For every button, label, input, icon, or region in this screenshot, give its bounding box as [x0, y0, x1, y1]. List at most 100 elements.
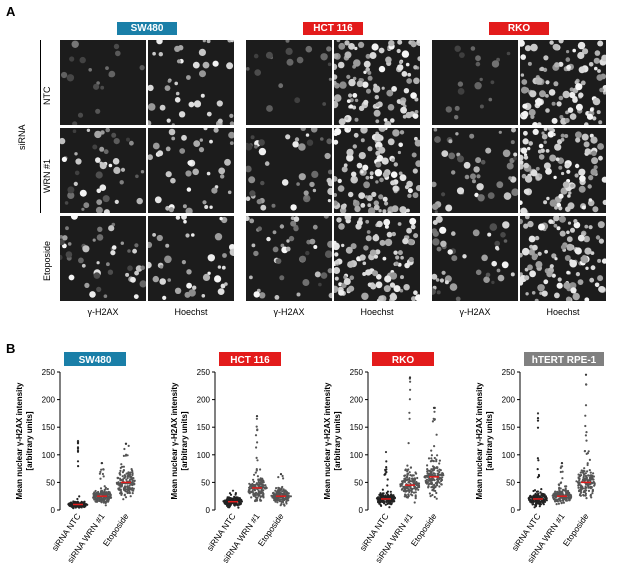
- nucleus: [567, 194, 571, 198]
- nucleus: [99, 184, 107, 191]
- nucleus: [201, 294, 206, 298]
- nucleus: [166, 118, 171, 123]
- nucleus: [334, 53, 339, 59]
- nucleus: [415, 160, 420, 167]
- data-point: [534, 505, 537, 508]
- data-point: [93, 491, 96, 494]
- nucleus: [378, 194, 384, 200]
- nucleus: [159, 278, 166, 285]
- data-point: [76, 439, 80, 443]
- nucleus: [378, 65, 386, 73]
- nucleus: [103, 149, 109, 155]
- nucleus: [500, 232, 506, 238]
- data-point: [258, 484, 261, 487]
- nucleus: [83, 202, 90, 209]
- data-point: [95, 491, 98, 495]
- data-point: [256, 475, 259, 478]
- nucleus: [217, 288, 225, 295]
- data-point: [436, 484, 439, 487]
- nucleus: [502, 149, 511, 158]
- nucleus: [93, 83, 100, 90]
- data-point: [414, 491, 417, 494]
- nucleus: [554, 292, 560, 299]
- data-point: [431, 420, 434, 423]
- nucleus: [258, 147, 267, 156]
- data-point: [100, 468, 103, 471]
- nucleus: [400, 275, 404, 280]
- data-point: [438, 459, 441, 462]
- data-point: [589, 493, 592, 496]
- data-point: [559, 490, 562, 493]
- nucleus: [65, 251, 73, 258]
- data-point: [381, 495, 384, 498]
- data-point: [272, 492, 276, 495]
- data-point: [404, 493, 407, 496]
- nucleus: [530, 43, 538, 52]
- data-point: [592, 472, 595, 475]
- nucleus: [436, 290, 441, 295]
- nucleus: [539, 291, 543, 295]
- nucleus: [549, 199, 557, 207]
- nucleus: [590, 265, 596, 271]
- data-point: [261, 480, 264, 483]
- nucleus: [246, 216, 250, 221]
- data-point: [384, 503, 387, 506]
- nucleus: [374, 133, 382, 142]
- nucleus: [64, 201, 69, 205]
- nucleus: [520, 207, 528, 213]
- nucleus: [369, 52, 377, 59]
- nucleus: [260, 180, 265, 186]
- nucleus: [522, 103, 528, 109]
- nucleus: [560, 244, 566, 250]
- data-point: [128, 491, 131, 494]
- data-point: [399, 485, 402, 488]
- data-point: [429, 495, 432, 498]
- nucleus: [327, 187, 332, 195]
- data-point: [287, 492, 290, 495]
- nucleus: [559, 230, 566, 237]
- data-point: [433, 495, 436, 499]
- nucleus: [285, 134, 291, 140]
- nucleus: [373, 200, 379, 206]
- nucleus: [588, 62, 594, 67]
- nucleus: [358, 217, 363, 222]
- nucleus: [298, 143, 306, 151]
- data-point: [133, 483, 136, 486]
- nucleus: [595, 235, 601, 240]
- nucleus: [376, 220, 383, 228]
- nucleus: [397, 250, 403, 256]
- data-point: [408, 471, 411, 474]
- row-label: WRN #1: [42, 158, 52, 193]
- data-point: [416, 476, 419, 480]
- data-point: [440, 474, 443, 477]
- data-point: [120, 485, 123, 488]
- nucleus: [350, 243, 357, 250]
- nucleus: [92, 238, 96, 242]
- nucleus: [390, 171, 398, 178]
- data-point: [383, 495, 386, 499]
- data-point: [248, 486, 251, 489]
- nucleus: [592, 97, 601, 106]
- nucleus: [553, 175, 557, 180]
- y-tick-label: 50: [201, 478, 210, 487]
- nucleus: [401, 71, 408, 77]
- data-point: [384, 450, 388, 454]
- data-point: [586, 478, 589, 482]
- data-point: [68, 502, 71, 505]
- nucleus: [280, 243, 285, 248]
- nucleus: [96, 286, 102, 292]
- data-point: [103, 498, 106, 501]
- nucleus: [338, 223, 345, 230]
- data-point: [430, 454, 433, 457]
- nucleus: [102, 195, 110, 203]
- data-point: [404, 488, 407, 491]
- y-axis-label: Mean nuclear γ-H2AX intensity: [475, 382, 484, 499]
- nucleus: [535, 98, 543, 106]
- nucleus: [344, 216, 352, 221]
- nucleus: [494, 240, 500, 247]
- data-point: [439, 469, 442, 472]
- data-point: [411, 474, 414, 477]
- data-point: [435, 491, 438, 495]
- data-point: [536, 468, 539, 471]
- data-point: [588, 458, 591, 461]
